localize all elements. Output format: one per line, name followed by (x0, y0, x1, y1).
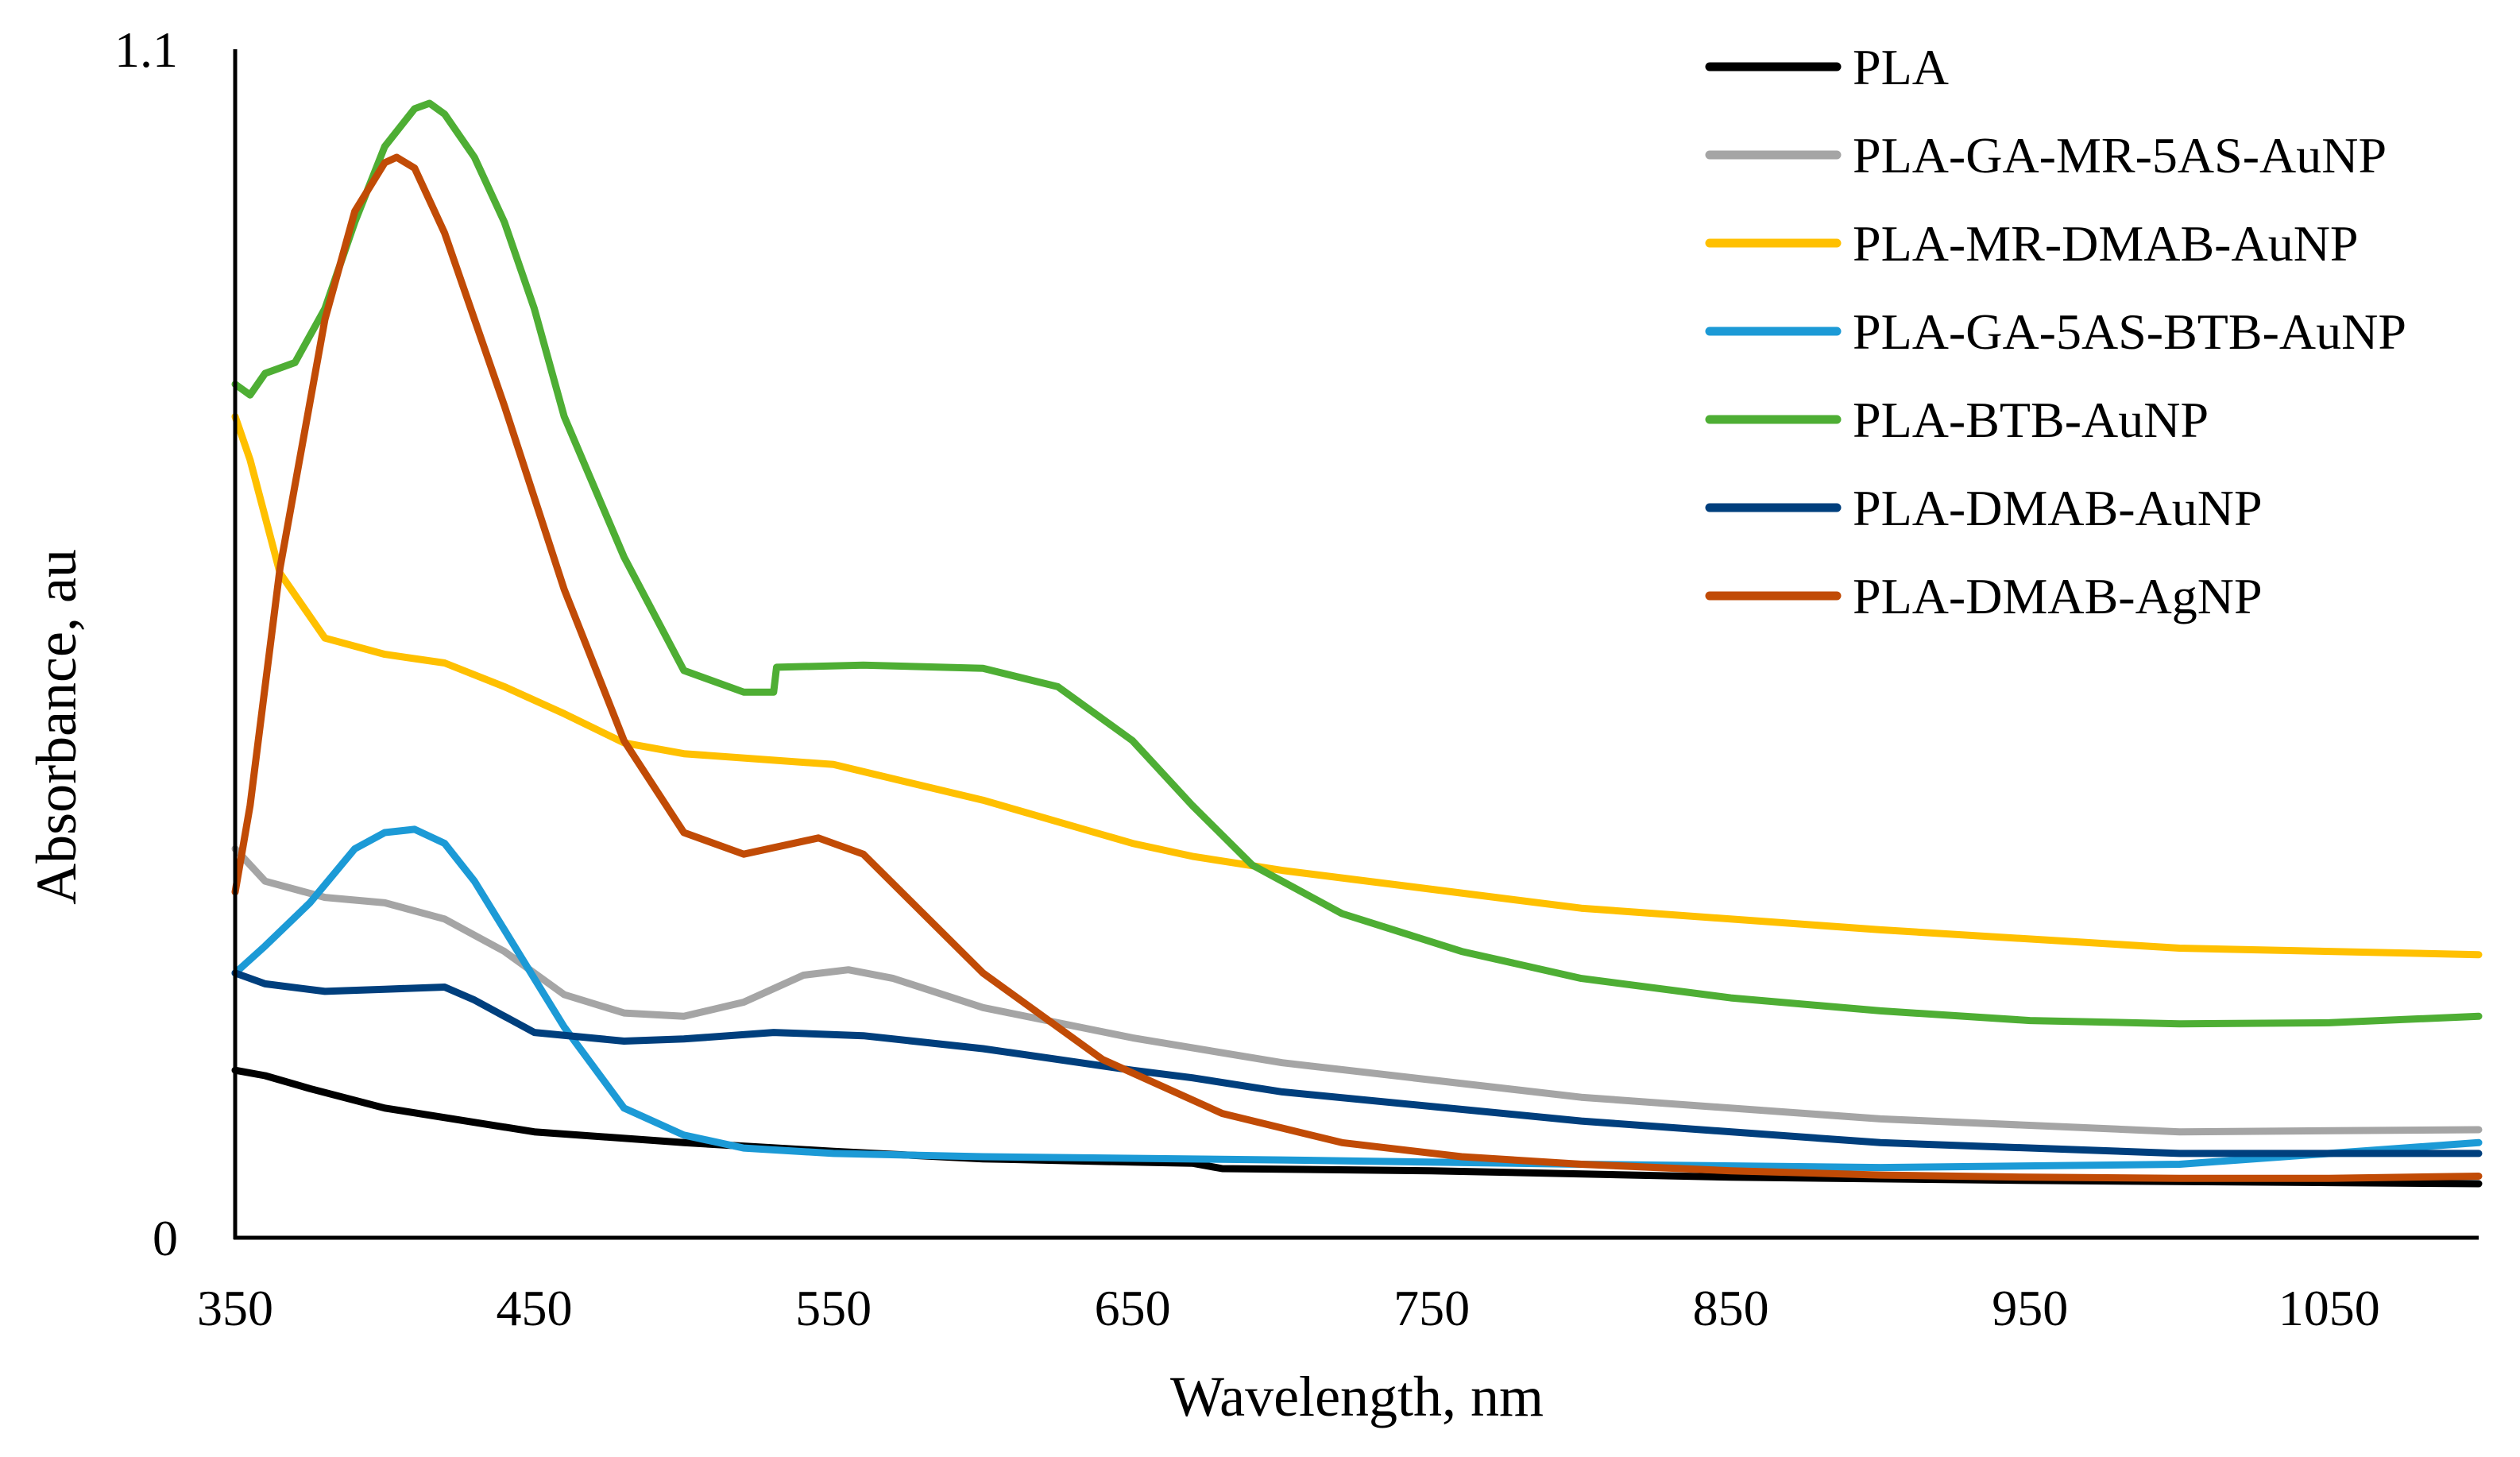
legend-label: PLA-GA-5AS-BTB-AuNP (1853, 303, 2406, 360)
legend-label: PLA (1853, 39, 1949, 95)
x-tick-label: 1050 (2278, 1280, 2380, 1336)
x-tick-label: 950 (1992, 1280, 2068, 1336)
y-axis-title: Absorbance, au (25, 549, 88, 905)
x-tick-label: 350 (197, 1280, 273, 1336)
series-line (231, 825, 2483, 1172)
series-line (231, 844, 2483, 1136)
x-tick-label: 450 (497, 1280, 573, 1336)
legend-label: PLA-DMAB-AuNP (1853, 480, 2263, 536)
chart-legend: PLA PLA-GA-MR-5AS-AuNP PLA-MR-DMAB-AuNP PLA… (1705, 39, 2406, 624)
series-line (231, 412, 2483, 959)
series-line (231, 153, 2483, 1182)
tick-labels: 350 450 550 650 750 850 950 1050 0 1.1 (114, 21, 2380, 1336)
axes-layer (233, 49, 2479, 1240)
legend-label: PLA-DMAB-AgNP (1853, 568, 2263, 624)
x-tick-label: 850 (1693, 1280, 1769, 1336)
series-line (231, 969, 2483, 1157)
x-tick-label: 650 (1095, 1280, 1171, 1336)
x-tick-label: 750 (1393, 1280, 1470, 1336)
y-tick-label: 0 (153, 1210, 178, 1266)
series-layer (231, 99, 2483, 1188)
x-tick-label: 550 (795, 1280, 872, 1336)
legend-label: PLA-BTB-AuNP (1853, 392, 2209, 448)
legend-label: PLA-MR-DMAB-AuNP (1853, 215, 2359, 272)
x-axis-title: Wavelength, nm (1170, 1365, 1544, 1428)
legend-label: PLA-GA-MR-5AS-AuNP (1853, 127, 2387, 184)
y-tick-label: 1.1 (114, 21, 178, 78)
